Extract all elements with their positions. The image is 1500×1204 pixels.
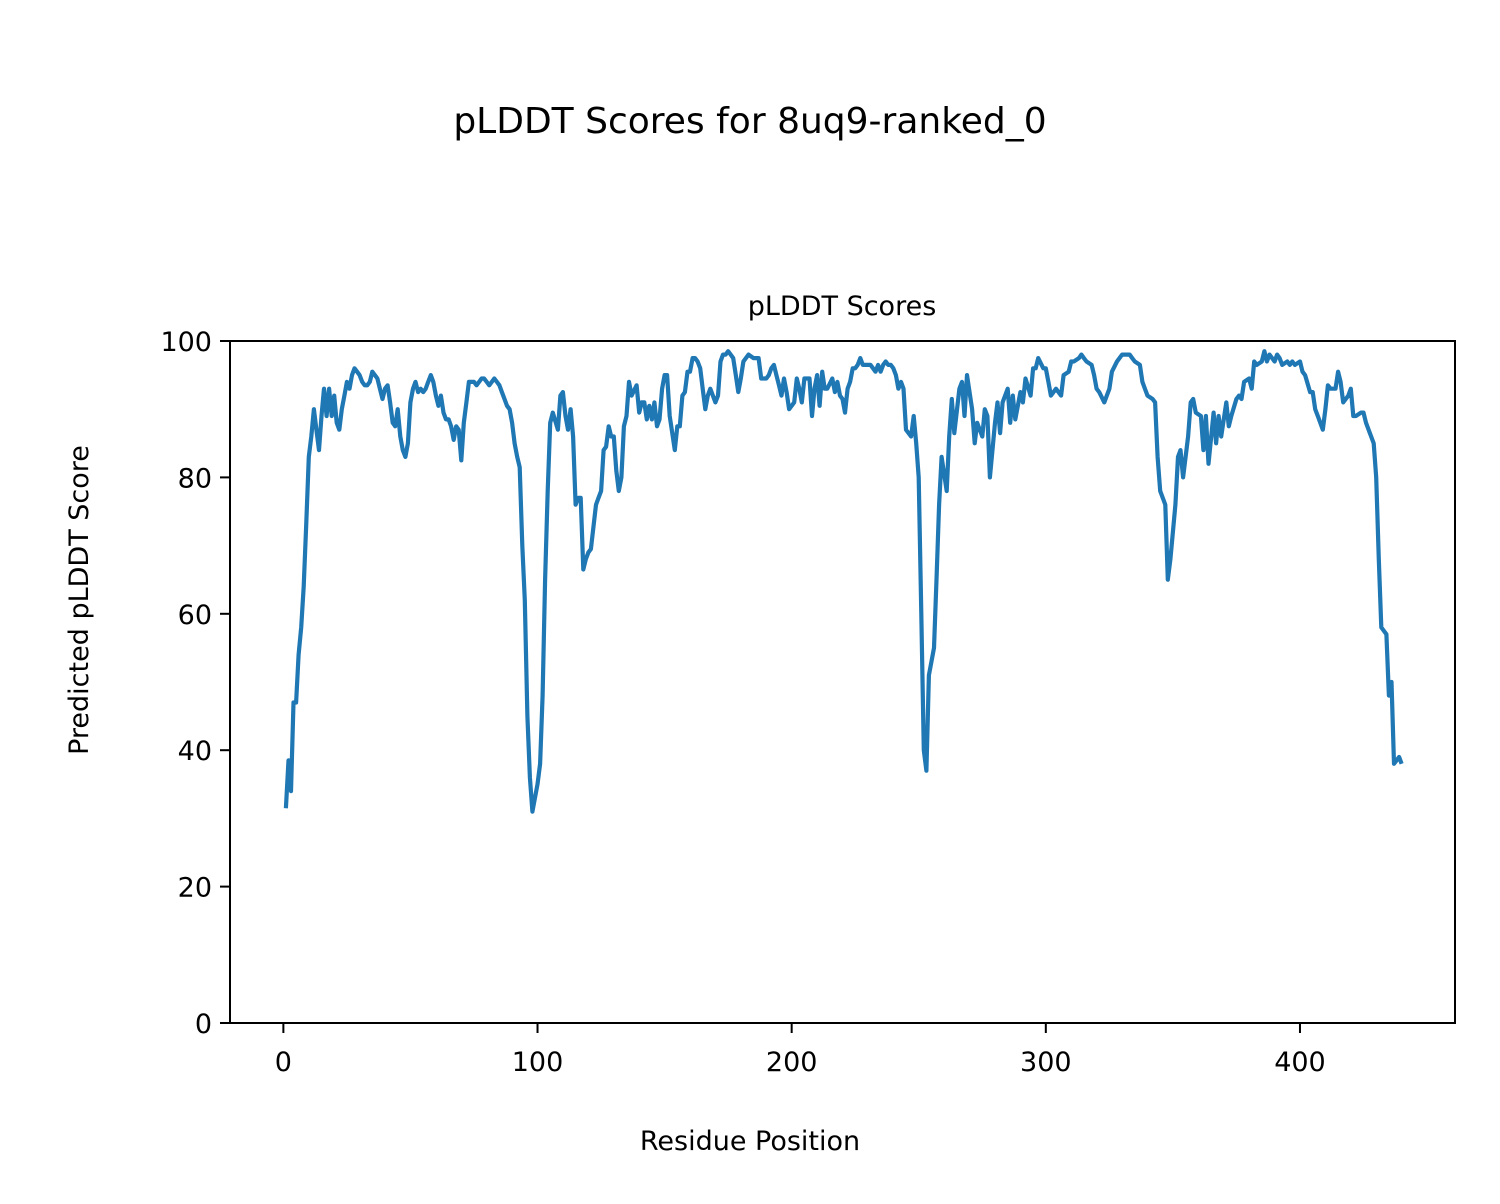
y-tick-label: 60: [178, 600, 212, 631]
plot-area: [283, 349, 1404, 814]
y-axis-label: Predicted pLDDT Score: [64, 445, 95, 755]
y-tick-label: 40: [178, 736, 212, 767]
x-tick-label: 0: [275, 1047, 292, 1078]
x-axis-label: Residue Position: [640, 1126, 860, 1157]
y-tick-label: 20: [178, 873, 212, 904]
y-tick-label: 80: [178, 463, 212, 494]
x-tick-label: 400: [1274, 1047, 1326, 1078]
x-tick-label: 300: [1020, 1047, 1072, 1078]
x-tick-label: 100: [512, 1047, 564, 1078]
y-tick-label: 100: [160, 327, 212, 358]
x-axis: 0 100 200 300 400: [275, 1023, 1326, 1078]
figure-suptitle: pLDDT Scores for 8uq9-ranked_0: [453, 101, 1046, 142]
series-line-plddt: [283, 349, 1404, 814]
x-tick-label: 200: [766, 1047, 818, 1078]
y-tick-label: 0: [195, 1009, 212, 1040]
axes-title: pLDDT Scores: [748, 291, 937, 322]
axes-frame: [229, 340, 1456, 1024]
y-axis: 0 20 40 60 80 100: [160, 327, 230, 1040]
